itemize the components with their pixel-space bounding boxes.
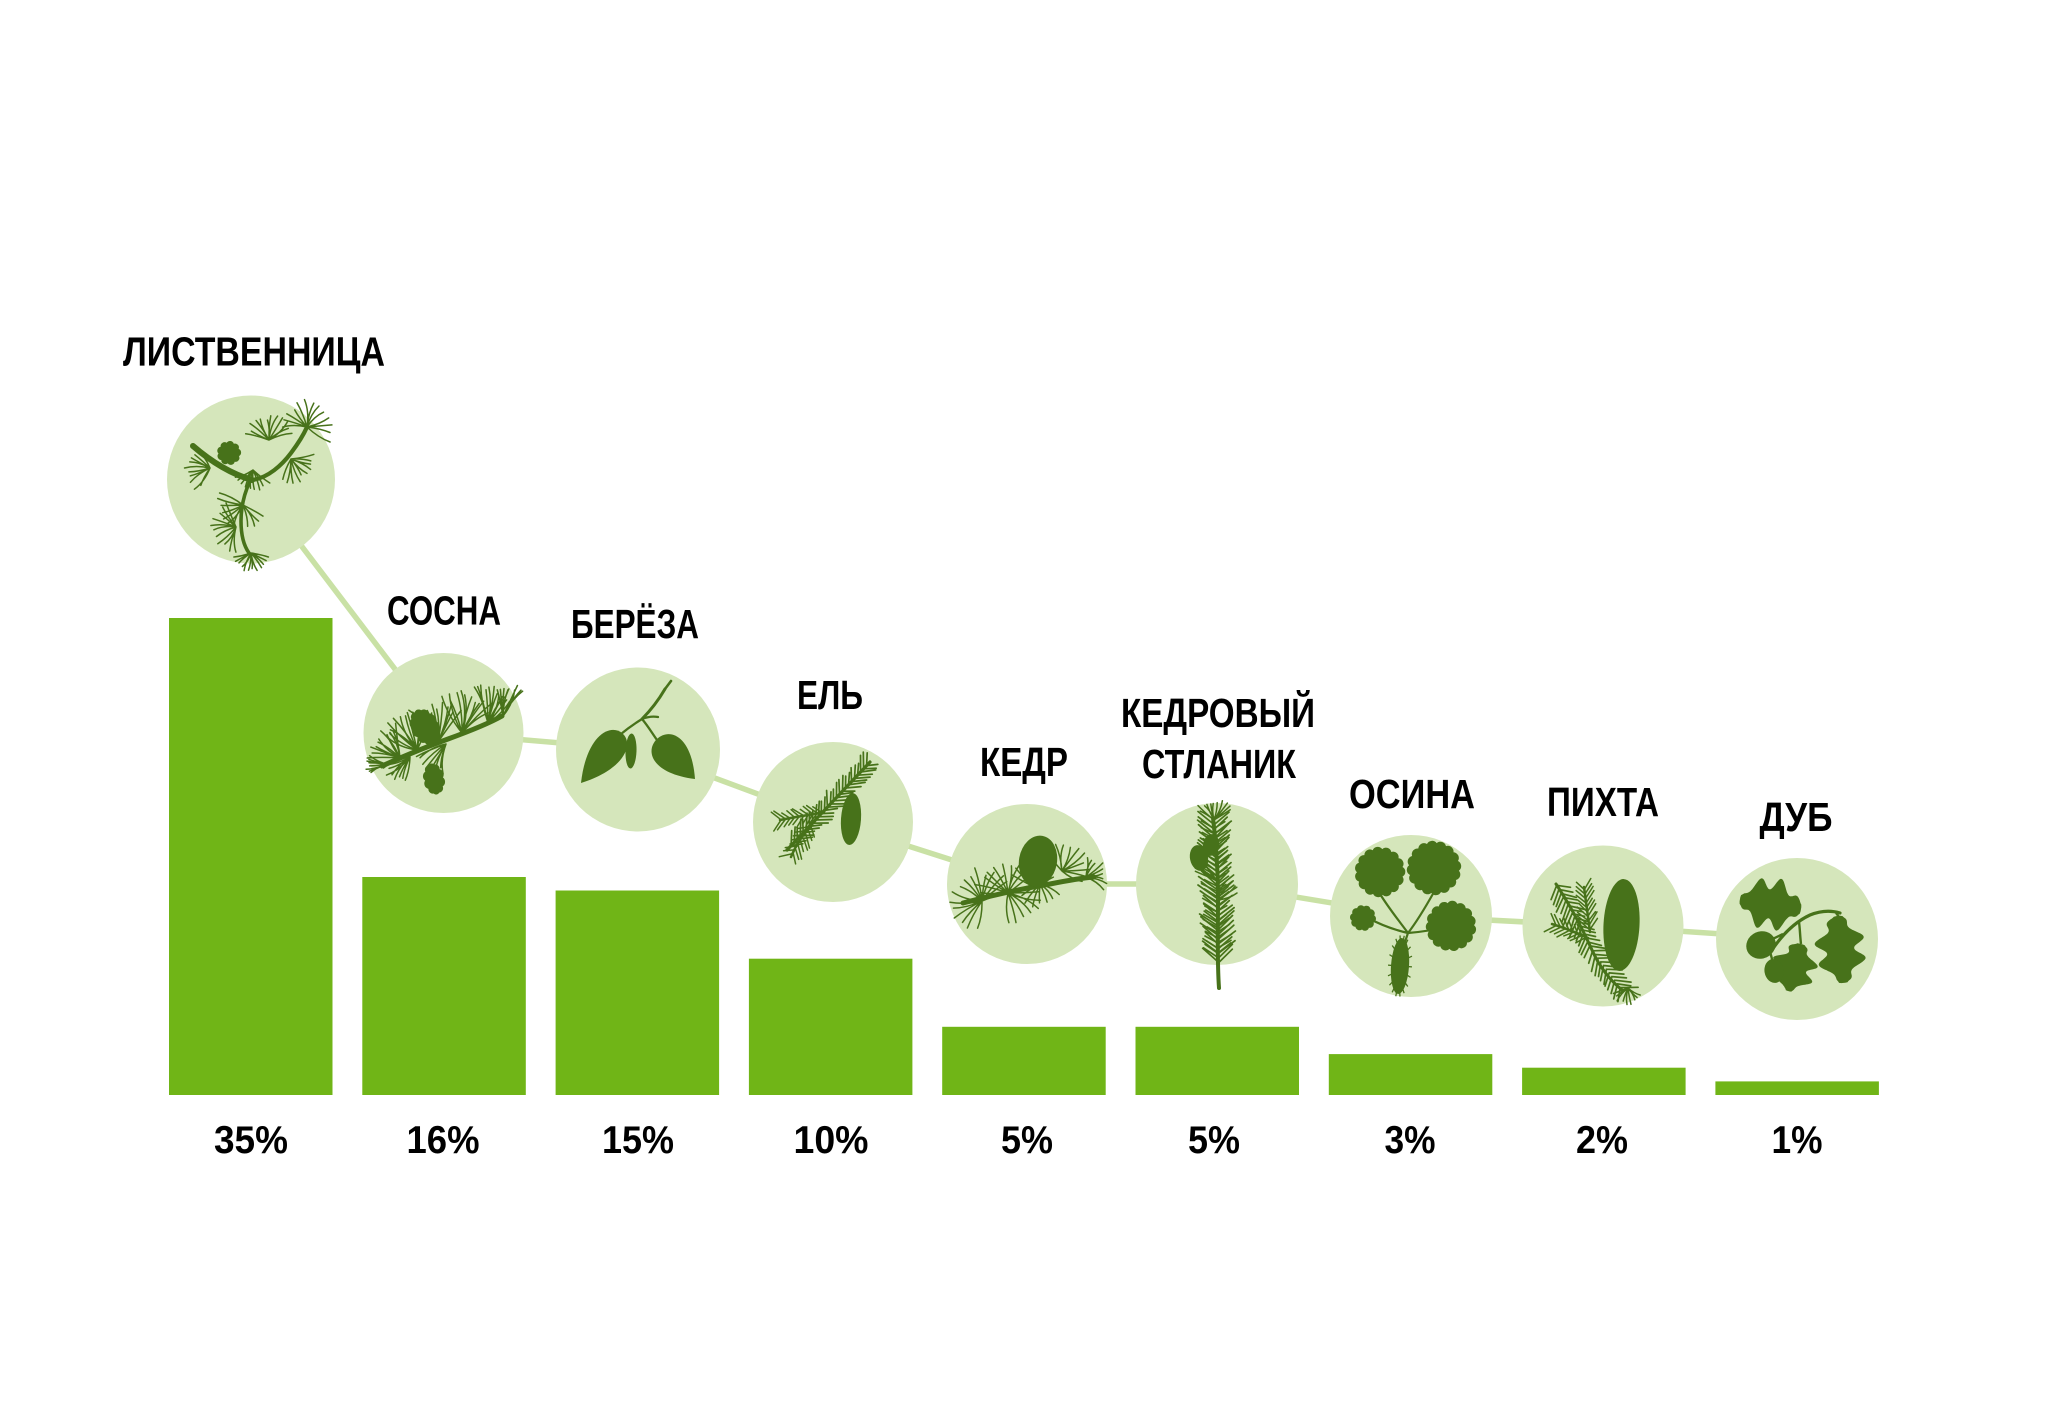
svg-text:10%: 10% <box>794 1119 869 1162</box>
svg-text:ДУБ: ДУБ <box>1760 794 1833 840</box>
svg-text:ОСИНА: ОСИНА <box>1349 771 1475 817</box>
svg-text:35%: 35% <box>214 1119 288 1162</box>
svg-text:5%: 5% <box>1188 1119 1240 1162</box>
svg-text:СОСНА: СОСНА <box>387 588 501 634</box>
svg-text:1%: 1% <box>1772 1119 1823 1162</box>
svg-text:16%: 16% <box>407 1119 480 1162</box>
svg-text:3%: 3% <box>1385 1119 1436 1162</box>
svg-text:КЕДРОВЫЙ: КЕДРОВЫЙ <box>1121 690 1315 736</box>
svg-text:2%: 2% <box>1576 1119 1628 1162</box>
svg-text:ПИХТА: ПИХТА <box>1547 779 1659 825</box>
svg-text:5%: 5% <box>1001 1119 1053 1162</box>
svg-text:СТЛАНИК: СТЛАНИК <box>1142 741 1297 787</box>
svg-text:ЛИСТВЕННИЦА: ЛИСТВЕННИЦА <box>123 329 385 375</box>
svg-text:КЕДР: КЕДР <box>980 739 1068 785</box>
svg-text:15%: 15% <box>602 1119 674 1162</box>
svg-text:БЕРЁЗА: БЕРЁЗА <box>571 601 699 647</box>
svg-text:ЕЛЬ: ЕЛЬ <box>797 672 863 718</box>
